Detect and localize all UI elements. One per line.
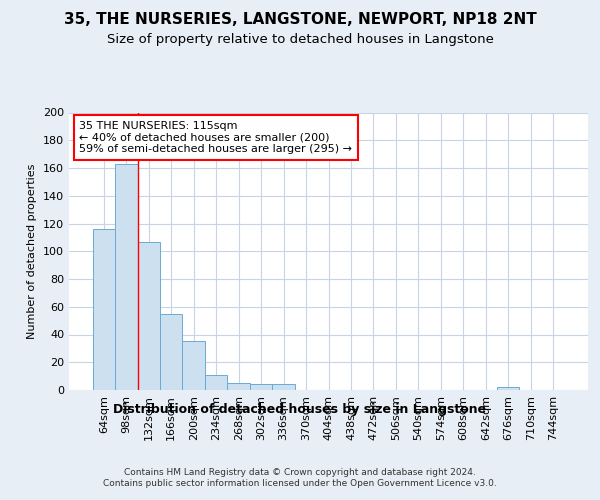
Text: Contains HM Land Registry data © Crown copyright and database right 2024.
Contai: Contains HM Land Registry data © Crown c… [103,468,497,487]
Bar [115,164,137,390]
Bar [205,374,227,390]
Text: 35, THE NURSERIES, LANGSTONE, NEWPORT, NP18 2NT: 35, THE NURSERIES, LANGSTONE, NEWPORT, N… [64,12,536,28]
Bar [92,229,115,390]
Bar [182,342,205,390]
Bar [227,383,250,390]
Bar [272,384,295,390]
Bar [497,387,520,390]
Text: Size of property relative to detached houses in Langstone: Size of property relative to detached ho… [107,32,493,46]
Text: Distribution of detached houses by size in Langstone: Distribution of detached houses by size … [113,402,487,415]
Text: 35 THE NURSERIES: 115sqm
← 40% of detached houses are smaller (200)
59% of semi-: 35 THE NURSERIES: 115sqm ← 40% of detach… [79,121,352,154]
Y-axis label: Number of detached properties: Number of detached properties [28,164,37,339]
Bar [160,314,182,390]
Bar [137,242,160,390]
Bar [250,384,272,390]
